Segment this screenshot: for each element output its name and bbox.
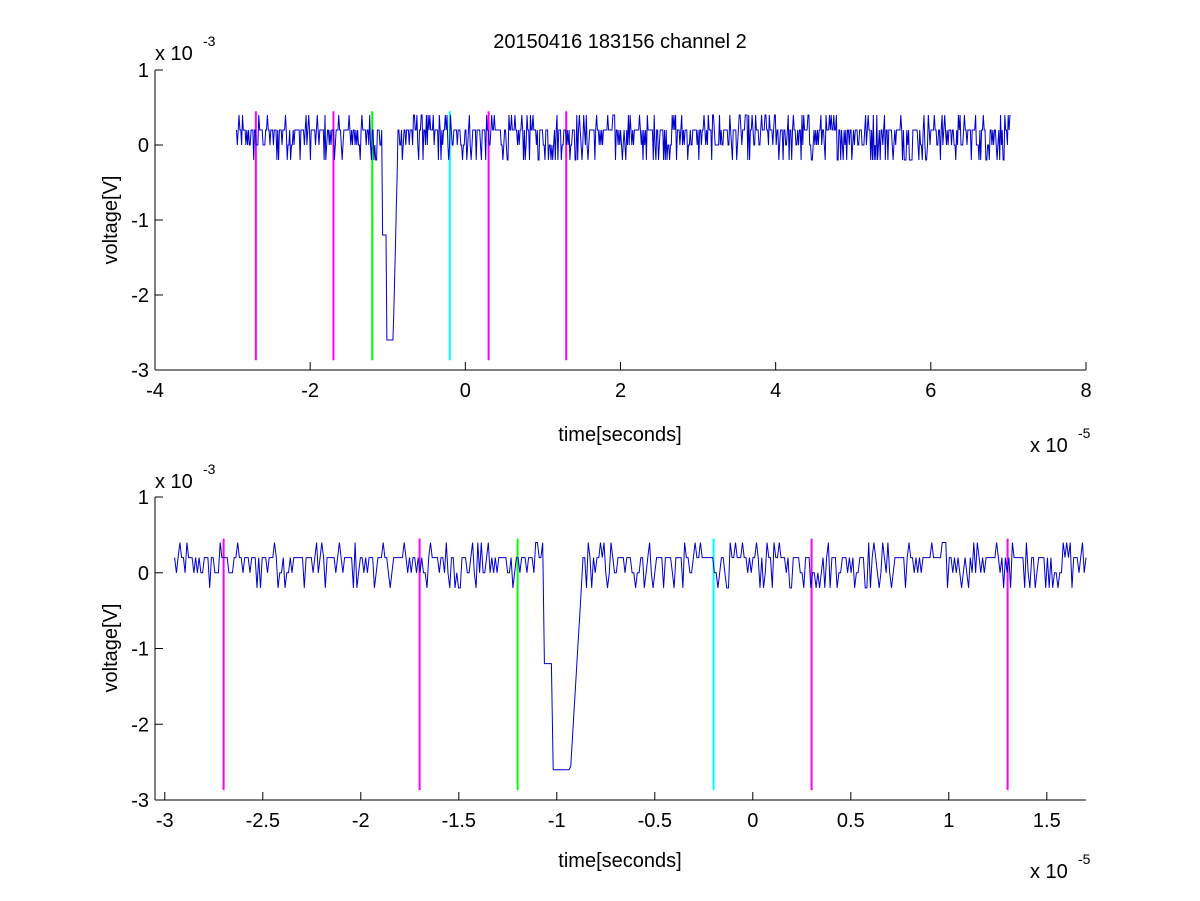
x-tick-label: -0.5 [638,810,672,832]
x-tick-label: -4 [146,380,164,402]
x-ticks: -4 -2 0 2 4 6 8 [146,362,1092,402]
y-multiplier: x 10 [155,471,193,493]
x-tick-label: 8 [1080,380,1091,402]
y-tick-label: -2 [131,714,149,736]
y-axis-label: voltage[V] [100,604,122,693]
y-tick-label: -1 [131,210,149,232]
y-ticks: 1 0 -1 -2 -3 [131,60,163,382]
x-tick-label: 2 [615,380,626,402]
x-exponent-label: x 10 -5 [1030,425,1091,457]
x-tick-label: -1 [548,810,566,832]
y-ticks: 1 0 -1 -2 -3 [131,487,163,812]
x-tick-label: 0 [747,810,758,832]
series [236,114,1011,341]
x-ticks: -3 -2.5 -2 -1.5 -1 -0.5 0 0.5 1 1.5 [156,792,1061,832]
x-tick-label: -1.5 [442,810,476,832]
y-exponent-label: x 10 -3 [155,33,216,65]
y-exponent: -3 [203,33,216,49]
y-axis-label: voltage[V] [100,176,122,265]
x-tick-label: 1.5 [1033,810,1061,832]
plot-bottom: -3 -2.5 -2 -1.5 -1 -0.5 0 0.5 1 1.5 1 0 -1 -2 -3 time… [100,461,1091,883]
x-tick-label: 1 [943,810,954,832]
x-tick-label: -2 [301,380,319,402]
y-tick-label: -2 [131,285,149,307]
x-exponent-label: x 10 -5 [1030,851,1091,883]
x-multiplier: x 10 [1030,435,1068,457]
y-tick-label: 1 [138,487,149,509]
y-exponent-label: x 10 -3 [155,461,216,493]
plot-top: -4 -2 0 2 4 6 8 10-1-2-3 time[seconds] voltage… [100,33,1092,457]
x-tick-label: 0 [460,380,471,402]
y-multiplier: x 10 [155,43,193,65]
y-tick-label: -1 [131,639,149,661]
y-exponent: -3 [203,461,216,477]
series [174,542,1087,771]
signal-trace [174,542,1087,771]
x-axis-label: time[seconds] [558,850,681,872]
x-tick-label: -2.5 [246,810,280,832]
y-tick-label: -3 [131,790,149,812]
y-tick-label: 1 [138,60,149,82]
chart-title: 20150416 183156 channel 2 [493,31,747,53]
x-axis-label: time[seconds] [558,424,681,446]
signal-trace [236,114,1011,341]
x-tick-label: 6 [925,380,936,402]
x-tick-label: -2 [352,810,370,832]
x-tick-label: 0.5 [837,810,865,832]
event-markers [254,111,568,361]
y-tick-label: -3 [131,360,149,382]
y-tick-label: 0 [138,135,149,157]
x-exponent: -5 [1078,851,1091,867]
y-tick-label: 0 [138,563,149,585]
x-exponent: -5 [1078,425,1091,441]
x-multiplier: x 10 [1030,861,1068,883]
x-tick-label: -3 [156,810,174,832]
x-tick-label: 4 [770,380,781,402]
